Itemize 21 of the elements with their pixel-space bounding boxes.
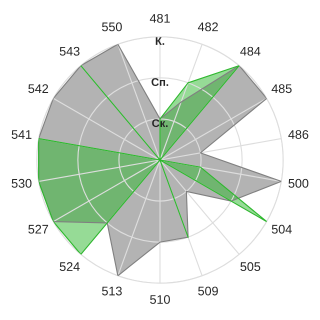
spoke-label: 484 — [240, 46, 260, 56]
spoke-label: 509 — [198, 286, 218, 296]
y-tick-label: Сп. — [152, 78, 168, 86]
spoke-label: 550 — [102, 22, 122, 32]
spoke-label: 541 — [12, 130, 32, 139]
spoke-label: 524 — [60, 262, 80, 272]
spoke-label: 504 — [272, 224, 292, 234]
spoke-label: 485 — [272, 84, 292, 94]
spoke-label: 510 — [150, 295, 170, 304]
spoke-label: 482 — [198, 22, 218, 32]
spoke-label: 481 — [150, 14, 170, 23]
spoke-label: 486 — [288, 130, 308, 139]
spoke-label: 542 — [28, 84, 48, 94]
spoke-label: 513 — [102, 286, 122, 296]
spoke-label: 543 — [60, 46, 80, 56]
spoke-label: 530 — [12, 178, 32, 188]
spoke-label: 500 — [288, 178, 308, 188]
y-tick-label: К. — [156, 37, 164, 45]
y-tick-label: Ск. — [152, 119, 168, 128]
spoke-label: 505 — [240, 262, 260, 272]
spoke-label: 527 — [28, 224, 48, 234]
